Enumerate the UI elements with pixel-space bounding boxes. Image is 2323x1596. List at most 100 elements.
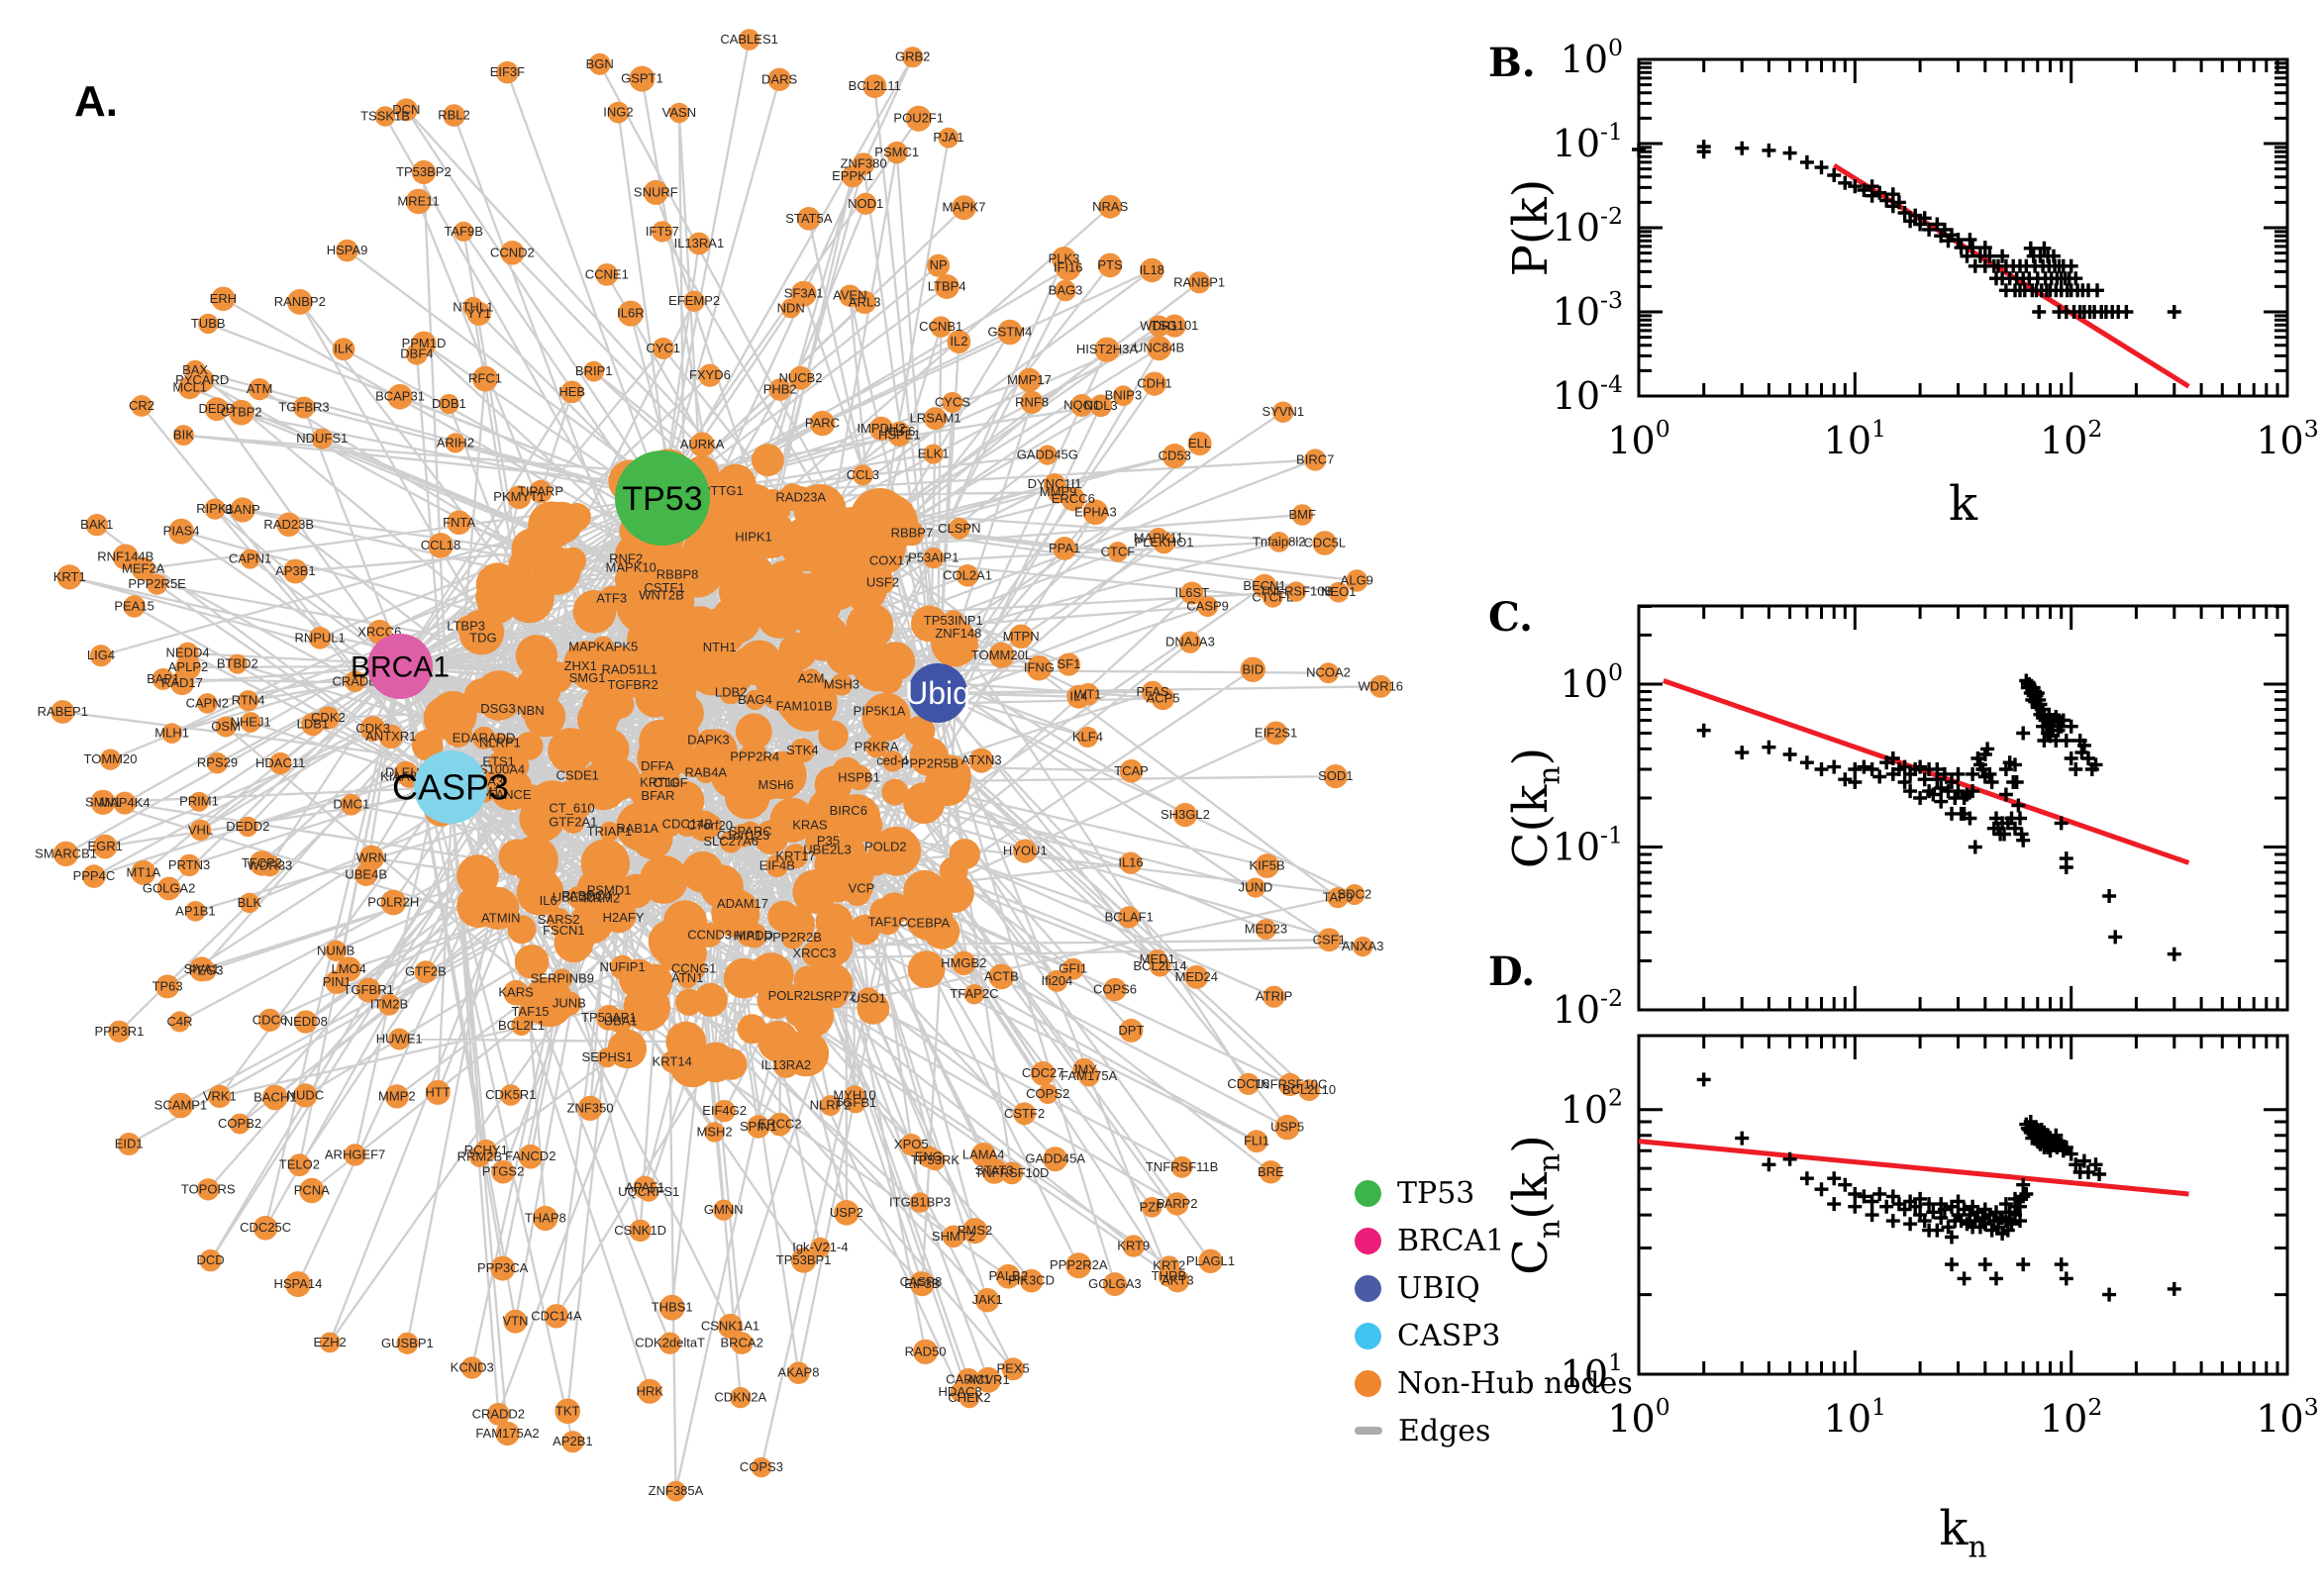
network-node-label: RTN4 xyxy=(232,693,265,708)
plot-b-points xyxy=(1632,140,2181,319)
network-node-label: IFI16 xyxy=(1054,260,1083,275)
network-node-label: PARC xyxy=(805,416,840,431)
network-node-label: TELO2 xyxy=(279,1157,320,1172)
network-node xyxy=(489,907,512,930)
network-node-label: BIRC7 xyxy=(1296,452,1334,467)
network-node xyxy=(117,1133,141,1155)
network-node-label: RAD50 xyxy=(905,1344,947,1358)
network-node xyxy=(156,876,181,901)
network-node-label: PARP2 xyxy=(1157,1196,1198,1211)
network-node xyxy=(507,485,532,510)
network-node-label: WDR33 xyxy=(248,857,293,872)
network-node xyxy=(252,1215,278,1241)
network-node xyxy=(197,1178,220,1201)
network-node xyxy=(1013,1102,1036,1126)
network-node-label: CCNG1 xyxy=(671,960,717,975)
network-node xyxy=(189,791,209,812)
legend-dot-brca1-icon xyxy=(1355,1227,1381,1254)
network-node-label: PEG3 xyxy=(189,963,224,978)
network-node xyxy=(789,486,813,509)
network-node xyxy=(1165,1268,1190,1293)
network-node-label: CCL3 xyxy=(847,467,879,482)
plot-d-frame xyxy=(1637,1034,2289,1376)
network-node-label: MAPK10 xyxy=(606,559,656,574)
network-node xyxy=(108,1020,131,1043)
network-node xyxy=(918,913,939,934)
network-node xyxy=(923,444,944,464)
network-node-label: LRSAM1 xyxy=(910,411,961,426)
network-node xyxy=(917,751,943,776)
svg-text:10-4: 10-4 xyxy=(1553,370,1623,418)
network-node xyxy=(1327,887,1349,909)
network-node-label: IL4 xyxy=(1069,689,1087,704)
network-node xyxy=(131,395,152,417)
network-node-label: KLF6 xyxy=(884,424,915,439)
network-node-label: RAD23A xyxy=(775,490,826,505)
network-node-label: AURKA xyxy=(680,437,725,451)
network-node xyxy=(855,192,877,215)
network-legend: TP53 BRCA1 UBIQ CASP3 Non-Hub nodes Edges xyxy=(1355,1174,1633,1449)
network-node xyxy=(845,1092,866,1114)
network-node-label: FNTA xyxy=(443,515,475,530)
network-node-label: NLRP2 xyxy=(810,1098,852,1113)
network-node xyxy=(995,1263,1021,1289)
network-node-label: PABPC4 xyxy=(561,888,611,903)
network-node-label: PYCARD xyxy=(175,372,229,387)
network-node xyxy=(131,556,155,581)
network-node-label: NTH1 xyxy=(703,640,737,654)
network-node xyxy=(658,1332,681,1354)
network-node-label: APAF1 xyxy=(625,1180,664,1195)
network-node-label: NOD1 xyxy=(848,196,883,211)
network-node-label: COX17 xyxy=(869,553,912,568)
network-node-label: PIAS4 xyxy=(163,524,200,539)
network-node xyxy=(1122,1235,1146,1257)
svg-text:102: 102 xyxy=(1561,1084,1623,1132)
network-node xyxy=(708,636,731,658)
network-node xyxy=(1047,480,1069,504)
network-node-label: IL16 xyxy=(1118,855,1143,870)
network-node xyxy=(215,716,237,738)
network-node xyxy=(199,1248,222,1272)
network-node-label: FXYD6 xyxy=(689,367,731,382)
network-node xyxy=(693,982,728,1017)
network-node xyxy=(646,784,670,808)
legend-item-non-hub: Non-Hub nodes xyxy=(1355,1364,1633,1402)
panel-a-letter: A. xyxy=(74,77,118,126)
network-node xyxy=(229,1113,251,1135)
network-node-label: ZNF350 xyxy=(567,1100,614,1115)
network-node xyxy=(1368,674,1392,698)
network-node-label: ACVR1 xyxy=(966,1372,1009,1387)
network-node xyxy=(500,1084,522,1106)
network-node-label: KRT17 xyxy=(775,848,815,863)
network-node xyxy=(518,1144,544,1169)
network-node-label: PRKRA xyxy=(855,739,899,753)
network-node-label: EPHA3 xyxy=(1074,504,1117,519)
network-node-label: MAP4K4 xyxy=(99,795,150,810)
network-node-label: FAM175A xyxy=(1060,1068,1117,1083)
network-node-label: NDN xyxy=(777,300,805,315)
network-node-label: NDUFS1 xyxy=(296,431,348,446)
network-node xyxy=(514,945,550,979)
plot-d-points xyxy=(1696,1072,2181,1302)
network-node-label: S100A4 xyxy=(479,762,525,777)
network-node-label: IFNG xyxy=(1024,660,1055,675)
network-node xyxy=(269,751,292,775)
network-node-label: NHEJ1 xyxy=(231,715,271,730)
network-node xyxy=(533,1205,558,1232)
network-node-label: TP63 xyxy=(152,978,183,993)
network-node-label: EIF3F xyxy=(490,64,525,79)
network-node-label: BNIP3 xyxy=(1105,388,1143,403)
svg-text:P(k): P(k) xyxy=(1503,179,1559,277)
legend-item-edges: Edges xyxy=(1355,1412,1633,1449)
network-node xyxy=(735,713,772,750)
network-node-label: KRT1 xyxy=(53,569,86,584)
network-node xyxy=(789,738,815,763)
network-node-label: CSF1 xyxy=(1313,932,1346,947)
network-node-label: BRIP1 xyxy=(575,363,613,378)
svg-text:100: 100 xyxy=(1607,415,1669,462)
hub-label-TP53: TP53 xyxy=(622,480,702,518)
network-node-label: FANCD2 xyxy=(505,1148,556,1163)
hub-BRCA1: BRCA1 xyxy=(351,634,450,699)
network-node-label: TOPORS xyxy=(181,1181,236,1196)
svg-text:101: 101 xyxy=(1824,415,1886,462)
